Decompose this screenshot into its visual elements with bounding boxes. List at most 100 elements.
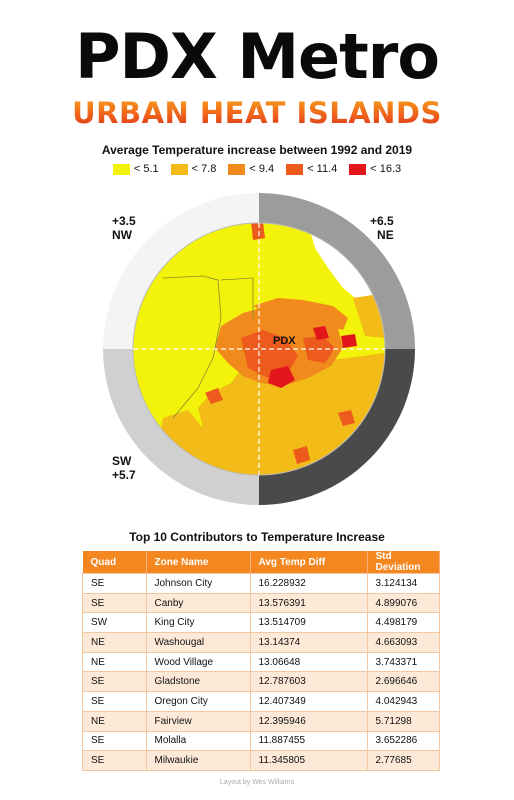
legend-item: < 7.8: [170, 163, 217, 175]
zone-se: [198, 353, 385, 475]
table-row: SE Gladstone 12.787603 2.696646: [82, 671, 440, 693]
table-row: NE Wood Village 13.06648 3.743371: [82, 651, 440, 673]
table-cell: Fairview: [145, 710, 251, 732]
table-cell: Washougal: [145, 632, 251, 653]
table-cell: NE: [82, 632, 147, 653]
table-cell: King City: [145, 612, 251, 634]
legend-swatch: [228, 163, 246, 175]
legend-label: < 9.4: [249, 163, 275, 175]
table-row: SE Johnson City 16.228932 3.124134: [82, 573, 440, 594]
table-cell: NE: [82, 710, 147, 732]
table-cell: 2.696646: [366, 671, 440, 693]
heat-map: PDX: [103, 188, 415, 510]
table-cell: 4.042943: [366, 691, 440, 712]
legend-swatch: [112, 163, 130, 175]
table-cell: 11.887455: [249, 730, 368, 752]
quad-sw-value: +5.7: [112, 468, 136, 482]
table-row: SW King City 13.514709 4.498179: [82, 612, 440, 634]
table-cell: Molalla: [145, 730, 251, 752]
table-cell: NE: [82, 651, 147, 673]
zone-se-hot: [338, 410, 355, 426]
quad-label-ne: +6.5 NE: [370, 214, 394, 242]
zone-core-hot: [241, 330, 298, 378]
center-label: PDX: [273, 335, 296, 347]
table-cell: 12.787603: [249, 671, 368, 693]
table-cell: Johnson City: [145, 573, 251, 594]
legend-label: < 11.4: [307, 163, 338, 175]
table-row: SE Oregon City 12.407349 4.042943: [82, 691, 440, 712]
table-cell: 4.663093: [366, 632, 440, 653]
table-cell: 12.407349: [249, 691, 368, 712]
table-cell: 5.71298: [366, 710, 440, 732]
table-cell: SE: [82, 573, 147, 594]
page-title: PDX Metro: [75, 20, 440, 93]
heat-map-svg: PDX: [103, 193, 415, 505]
quad-ne-value: +6.5: [370, 214, 394, 228]
credit: Layout by Wes Williams: [219, 779, 295, 786]
page-subtitle: URBAN HEAT ISLANDS: [0, 96, 514, 130]
quad-sw-name: SW: [112, 454, 132, 468]
table-cell: 3.124134: [366, 573, 440, 594]
table-cell: SE: [82, 691, 147, 712]
table-cell: 3.743371: [366, 651, 440, 673]
table-cell: SE: [82, 750, 147, 771]
legend-swatch: [170, 163, 188, 175]
table-cell: 4.498179: [366, 612, 440, 634]
legend-item: < 5.1: [112, 163, 159, 175]
legend-item: < 16.3: [349, 163, 401, 175]
legend-item: < 9.4: [228, 163, 274, 175]
table-row: SE Canby 13.576391 4.899076: [82, 592, 440, 614]
zone-hottest: [313, 326, 329, 340]
legend-item: < 11.4: [286, 163, 337, 175]
table-cell: Milwaukie: [145, 750, 251, 771]
table-body: SE Johnson City 16.228932 3.124134 SE Canby 13…: [82, 573, 440, 771]
legend-label: < 7.8: [191, 163, 217, 175]
table-row: NE Washougal 13.14374 4.663093: [82, 632, 440, 653]
zone-ne-hottest: [341, 334, 357, 348]
col-header: Quad: [82, 551, 147, 574]
table-cell: Canby: [145, 592, 251, 614]
table-cell: SW: [82, 612, 147, 634]
quad-ne-name: NE: [377, 228, 394, 242]
table-cell: Oregon City: [145, 691, 251, 712]
legend-swatch: [349, 163, 367, 175]
table-cell: SE: [82, 592, 147, 614]
col-header: Std Deviation: [367, 551, 440, 574]
quad-label-nw: +3.5 NW: [112, 214, 136, 242]
zone-se-hot: [293, 446, 310, 464]
table-cell: 12.395946: [249, 710, 368, 732]
legend: < 5.1 < 7.8 < 9.4 < 11.4 < 16.3: [0, 163, 514, 175]
quad-se-name: SE: [377, 454, 394, 468]
table-cell: 2.77685: [366, 750, 440, 771]
table-row: SE Milwaukie 11.345805 2.77685: [82, 750, 440, 771]
table-cell: SE: [82, 671, 147, 693]
table-cell: 3.652286: [366, 730, 440, 752]
zone-north-hot: [251, 223, 265, 240]
table-cell: SE: [82, 730, 147, 752]
table-cell: 13.14374: [249, 632, 368, 653]
col-header: Avg Temp Diff: [250, 551, 368, 574]
table-cell: Wood Village: [145, 651, 251, 673]
legend-swatch: [286, 163, 304, 175]
table-cell: 4.899076: [366, 592, 440, 614]
boundary-line: [162, 275, 254, 419]
table-title: Top 10 Contributors to Temperature Incre…: [129, 530, 385, 544]
legend-label: < 16.3: [370, 163, 402, 175]
table-row: SE Molalla 11.887455 3.652286: [82, 730, 440, 752]
legend-label: < 5.1: [133, 163, 159, 175]
zone-north-strip: [253, 298, 348, 330]
quad-label-sw: SW +5.7: [112, 454, 136, 482]
table-header-row: Quad Zone Name Avg Temp Diff Std Deviati…: [82, 551, 440, 574]
quad-nw-value: +3.5: [112, 214, 136, 228]
col-header: Zone Name: [146, 551, 251, 574]
quad-label-se: SE +7.2: [370, 454, 394, 482]
table-cell: 13.576391: [249, 592, 368, 614]
legend-title: Average Temperature increase between 199…: [101, 143, 413, 157]
zone-sw-hot: [205, 388, 223, 404]
table-cell: 13.514709: [249, 612, 368, 634]
zone-hottest: [268, 366, 295, 388]
table-cell: 13.06648: [249, 651, 368, 673]
table-cell: 16.228932: [249, 573, 368, 594]
contributors-table: Quad Zone Name Avg Temp Diff Std Deviati…: [82, 551, 440, 771]
table-cell: 11.345805: [249, 750, 368, 771]
